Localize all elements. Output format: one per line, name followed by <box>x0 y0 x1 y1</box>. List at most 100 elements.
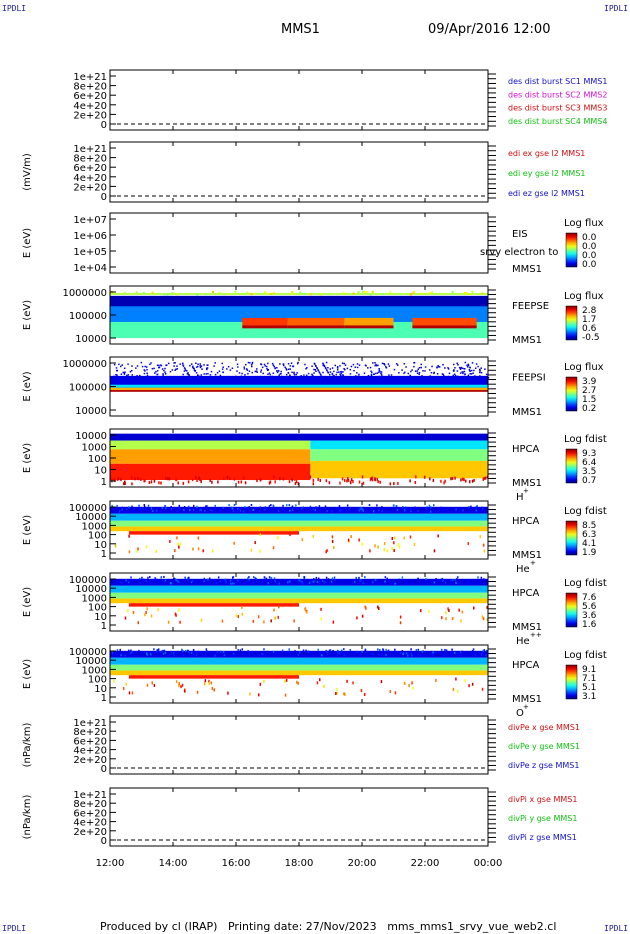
spectrogram-band <box>328 649 331 652</box>
spectrogram-band <box>313 372 315 374</box>
spectrogram-band <box>331 510 333 513</box>
spectrogram-band <box>452 370 455 372</box>
spectrogram-band <box>358 507 361 510</box>
spectrogram-band <box>194 370 196 372</box>
spectrogram-band <box>334 579 336 582</box>
spectrogram-band <box>150 614 153 618</box>
spectrogram-band <box>412 325 477 329</box>
spectrogram-band <box>113 363 116 366</box>
spectrogram-band <box>459 651 462 654</box>
instrument-label: HPCA <box>512 444 540 455</box>
spectrogram-band <box>170 476 172 480</box>
spectrogram-band <box>287 317 345 327</box>
spectrogram-band <box>274 616 276 620</box>
spectrogram-band <box>317 477 319 481</box>
spectrogram-band <box>403 536 405 540</box>
spectrogram-band <box>161 649 164 652</box>
spectrogram-band <box>214 362 216 364</box>
spectrogram-band <box>207 578 209 581</box>
spectrogram-band <box>403 362 406 365</box>
y-tick-label: 2e+20 <box>73 827 107 838</box>
spectrogram-band <box>110 463 311 481</box>
spectrogram-band <box>247 577 249 580</box>
spectrogram-band <box>434 293 437 296</box>
spectrogram-band <box>270 504 272 507</box>
spectrogram-band <box>417 509 419 512</box>
spectrogram-band <box>350 481 352 485</box>
spectrogram-band <box>383 376 385 379</box>
spectrogram-band <box>162 373 164 375</box>
spectrogram-band <box>124 616 127 620</box>
spectrogram-band <box>147 576 149 579</box>
spectrogram-band <box>291 478 293 482</box>
spectrogram-band <box>364 648 367 651</box>
date-title: 09/Apr/2016 12:00 <box>428 22 551 37</box>
spectrogram-band <box>421 650 424 653</box>
spectrogram-band <box>451 617 454 621</box>
spectrogram-band <box>248 652 251 655</box>
spectrogram-band <box>162 652 165 655</box>
spectrogram-band <box>227 507 229 510</box>
spectrogram-band <box>312 534 315 538</box>
spectrogram-band <box>110 311 488 318</box>
spectrogram-band <box>205 648 208 651</box>
spectrogram-band <box>174 369 176 371</box>
spectrogram-band <box>327 578 330 581</box>
spectrogram-band <box>221 619 224 623</box>
spectrogram-band <box>462 371 464 373</box>
spectrogram-band <box>136 549 139 553</box>
x-tick-label: 12:00 <box>96 858 125 869</box>
colorbar-title: Log fdist <box>564 506 607 517</box>
spectrogram-band <box>191 478 194 482</box>
spectrogram-band <box>241 605 243 609</box>
spectrogram-band <box>199 363 201 365</box>
colorbar <box>565 592 578 628</box>
spectrogram-band <box>314 579 316 582</box>
spectrogram-band <box>341 374 344 376</box>
spectrogram-band <box>196 690 199 694</box>
spectrogram-band <box>204 293 207 296</box>
spectrogram-band <box>137 477 139 481</box>
spectrogram-band <box>421 375 423 377</box>
spectrogram-band <box>450 477 452 481</box>
spectrogram-band <box>202 376 204 378</box>
spectrogram-band <box>482 649 485 652</box>
spectrogram-band <box>139 507 141 510</box>
spectrogram-band <box>231 653 233 656</box>
spectrogram-band <box>344 368 346 371</box>
spectrogram-band <box>131 377 134 379</box>
spectrogram-band <box>391 537 394 541</box>
spectrogram-band <box>226 475 229 479</box>
spectrogram-band <box>137 652 139 655</box>
spectrogram-band <box>398 545 401 549</box>
spectrogram-band <box>287 372 290 374</box>
spectrogram-band <box>423 652 425 655</box>
spectrogram-band <box>144 613 146 617</box>
spectrogram-band <box>149 653 152 656</box>
y-tick-label: 1e+06 <box>73 231 107 242</box>
spectrogram-band <box>352 480 354 484</box>
spectrogram-band <box>433 372 435 375</box>
y-tick-label: 1e+21 <box>73 790 107 801</box>
spectrogram-band <box>456 362 458 365</box>
spectrogram-band <box>129 651 132 654</box>
spectrogram-band <box>110 526 488 532</box>
spectrogram-band <box>483 549 486 553</box>
spectrogram-band <box>456 576 459 579</box>
spectrogram-band <box>110 585 488 593</box>
spectrogram-band <box>350 535 352 539</box>
spectrogram-band <box>471 290 474 293</box>
spectrogram-band <box>130 369 133 372</box>
spectrogram-band <box>233 477 236 481</box>
spectrogram-band <box>318 505 321 508</box>
spectrogram-band <box>399 652 402 655</box>
spectrogram-band <box>240 375 243 377</box>
spectrogram-band <box>316 681 319 685</box>
spectrogram-band <box>334 364 336 367</box>
colorbar-tick-label: 9.1 <box>582 665 596 675</box>
spectrogram-band <box>342 371 344 373</box>
colorbar <box>565 305 578 341</box>
spectrogram-band <box>459 372 462 374</box>
spectrogram-band <box>260 371 262 373</box>
